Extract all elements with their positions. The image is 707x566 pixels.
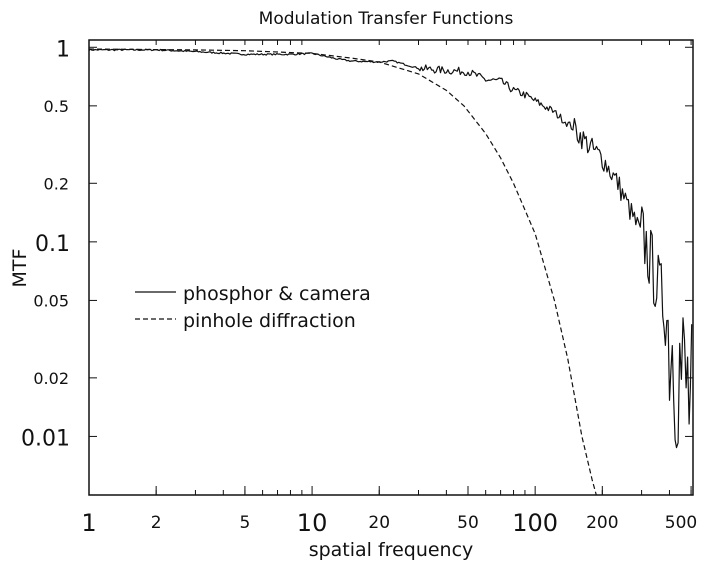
y-tick-label: 0.05 [33,291,69,310]
x-tick-label: 5 [240,513,251,533]
y-tick-label: 0.02 [33,369,69,388]
plot-frame [88,39,694,496]
chart-title: Modulation Transfer Functions [259,9,514,29]
y-tick-label: 0.1 [35,232,70,257]
x-axis-label: spatial frequency [309,539,474,561]
x-tick-label: 500 [665,513,697,533]
x-tick-label: 10 [297,509,328,537]
series-line-pinhole-diffraction [88,48,597,496]
x-tick-label: 20 [368,513,390,533]
y-tick-label: 0.5 [44,97,69,116]
x-tick-label: 50 [457,513,479,533]
x-tick-label: 1 [81,509,96,537]
x-tick-label: 100 [512,509,558,537]
legend: phosphor & camera pinhole diffraction [135,283,371,332]
legend-label-pinhole: pinhole diffraction [183,310,356,332]
legend-label-phosphor: phosphor & camera [183,283,371,305]
y-axis-label: MTF [9,249,31,288]
y-tick-label: 0.01 [21,426,70,451]
x-tick-label: 200 [586,513,618,533]
series-line-phosphor-camera [88,48,693,449]
y-tick-label: 1 [56,37,70,62]
y-tick-label: 0.2 [44,174,69,193]
x-tick-label: 2 [151,513,162,533]
